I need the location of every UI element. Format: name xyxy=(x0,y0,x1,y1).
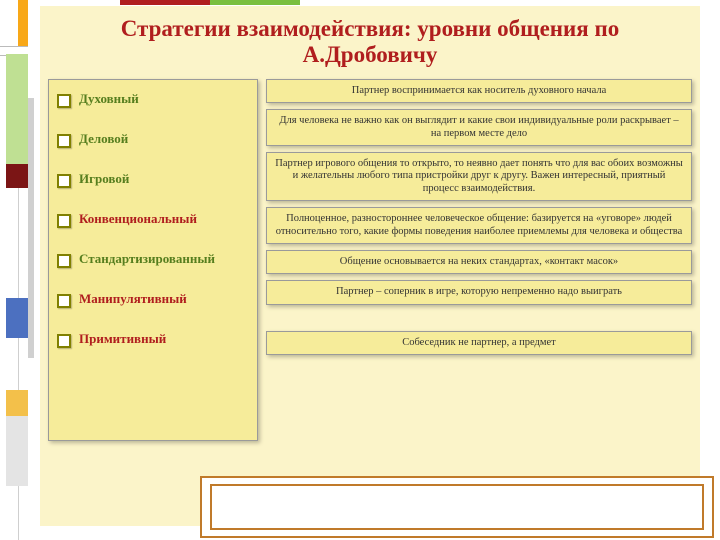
square-bullet-icon xyxy=(57,134,71,148)
description-box: Полноценное, разностороннее человеческое… xyxy=(266,207,692,244)
content-panel: Стратегии взаимодействия: уровни общения… xyxy=(40,6,700,526)
levels-list: Духовный Деловой Игровой Конвенциональны… xyxy=(57,92,249,348)
level-label: Примитивный xyxy=(79,332,166,346)
list-item: Стандартизированный xyxy=(57,252,249,268)
description-box: Партнер – соперник в игре, которую непре… xyxy=(266,280,692,304)
spacer xyxy=(266,311,692,325)
square-bullet-icon xyxy=(57,174,71,188)
square-bullet-icon xyxy=(57,254,71,268)
square-bullet-icon xyxy=(57,214,71,228)
level-label: Манипулятивный xyxy=(79,292,187,306)
description-box: Собеседник не партнер, а предмет xyxy=(266,331,692,355)
deco-stripe xyxy=(28,98,34,358)
level-label: Деловой xyxy=(79,132,128,146)
list-item: Примитивный xyxy=(57,332,249,348)
description-box: Партнер воспринимается как носитель духо… xyxy=(266,79,692,103)
levels-panel: Духовный Деловой Игровой Конвенциональны… xyxy=(48,79,258,441)
level-label: Духовный xyxy=(79,92,139,106)
page-title: Стратегии взаимодействия: уровни общения… xyxy=(60,16,680,69)
level-label: Стандартизированный xyxy=(79,252,215,266)
deco-stripe xyxy=(210,0,300,5)
deco-stripe xyxy=(6,416,28,486)
deco-stripe xyxy=(6,54,28,164)
descriptions-column: Партнер воспринимается как носитель духо… xyxy=(266,79,692,441)
square-bullet-icon xyxy=(57,94,71,108)
deco-stripe xyxy=(6,390,28,416)
description-box: Для человека не важно как он выглядит и … xyxy=(266,109,692,146)
deco-stripe xyxy=(120,0,210,5)
list-item: Конвенциональный xyxy=(57,212,249,228)
list-item: Духовный xyxy=(57,92,249,108)
level-label: Конвенциональный xyxy=(79,212,197,226)
slide: Стратегии взаимодействия: уровни общения… xyxy=(0,0,720,540)
list-item: Игровой xyxy=(57,172,249,188)
columns: Духовный Деловой Игровой Конвенциональны… xyxy=(40,79,700,441)
deco-frame xyxy=(210,484,704,530)
level-label: Игровой xyxy=(79,172,129,186)
description-box: Общение основывается на неких стандартах… xyxy=(266,250,692,274)
square-bullet-icon xyxy=(57,334,71,348)
deco-stripe xyxy=(6,298,28,338)
description-box: Партнер игрового общения то открыто, то … xyxy=(266,152,692,201)
square-bullet-icon xyxy=(57,294,71,308)
deco-stripe xyxy=(6,164,28,188)
list-item: Манипулятивный xyxy=(57,292,249,308)
list-item: Деловой xyxy=(57,132,249,148)
